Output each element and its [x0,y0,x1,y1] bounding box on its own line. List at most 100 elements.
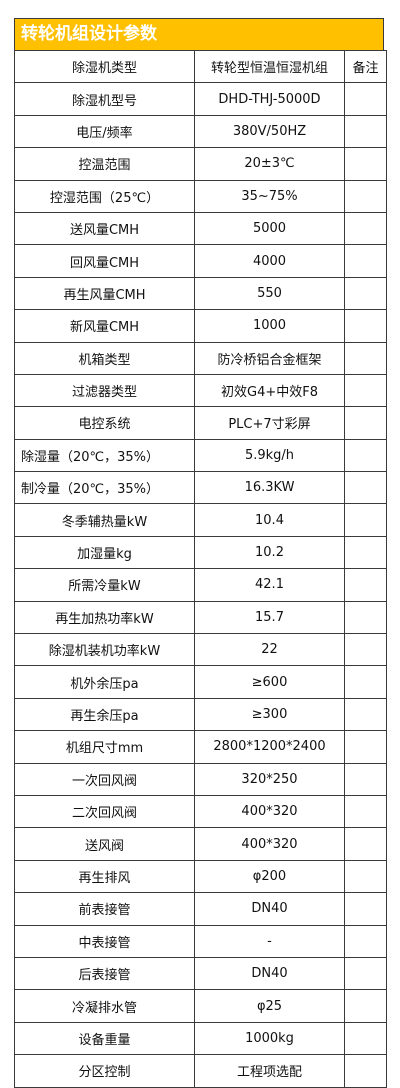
param-cell: 冬季辅热量kW [14,503,195,537]
param-cell: 过滤器类型 [14,373,195,408]
param-cell: 所需冷量kW [14,568,195,602]
param-cell: 回风量CMH [14,244,195,278]
table-row: 所需冷量kW 42.1 [14,568,387,602]
param-cell: 除湿机型号 [14,82,195,116]
param-cell: 前表接管 [14,892,195,926]
value-cell: 10.4 [194,503,345,537]
remark-cell [344,1021,387,1056]
table-row: 再生加热功率kW 15.7 [14,600,387,635]
value-cell: 4000 [194,244,345,278]
table-row: 机箱类型 防冷桥铝合金框架 [14,341,387,375]
param-cell: 送风量CMH [14,211,195,246]
param-cell: 除湿机装机功率kW [14,633,195,667]
param-cell: 一次回风阀 [14,762,195,796]
table-row: 机外余压pa ≥600 [14,665,387,699]
param-cell: 电控系统 [14,406,195,440]
remark-cell [344,535,387,570]
table-row: 新风量CMH 1000 [14,309,387,343]
value-cell: 15.7 [194,600,345,635]
param-cell: 电压/频率 [14,114,195,149]
remark-header: 备注 [344,49,387,84]
remark-cell [344,309,387,343]
remark-cell [344,373,387,408]
table-row: 中表接管 - [14,924,387,958]
param-cell: 控温范围 [14,147,195,181]
value-cell: 5000 [194,211,345,246]
remark-cell [344,956,387,991]
value-cell: 380V/50HZ [194,114,345,149]
value-cell: 10.2 [194,535,345,570]
remark-cell [344,438,387,473]
param-cell: 分区控制 [14,1054,195,1088]
table-row: 再生排风 φ200 [14,859,387,894]
value-cell: 20±3℃ [194,147,345,181]
table-row: 控温范围 20±3℃ [14,147,387,181]
remark-cell [344,697,387,732]
value-cell: 2800*1200*2400 [194,730,345,764]
value-cell: 400*320 [194,827,345,861]
value-cell: DHD-THJ-5000D [194,82,345,116]
value-cell: 防冷桥铝合金框架 [194,341,345,375]
value-cell: DN40 [194,892,345,926]
table-row: 电控系统 PLC+7寸彩屏 [14,406,387,440]
remark-cell [344,341,387,375]
table-row: 后表接管 DN40 [14,956,387,991]
param-cell: 除湿机类型 [14,49,195,84]
value-cell: 初效G4+中效F8 [194,373,345,408]
value-cell: PLC+7寸彩屏 [194,406,345,440]
value-cell: DN40 [194,956,345,991]
table-row: 加湿量kg 10.2 [14,535,387,570]
remark-cell [344,1054,387,1088]
param-cell: 后表接管 [14,956,195,991]
remark-cell [344,827,387,861]
param-cell: 冷凝排水管 [14,989,195,1023]
value-cell: 1000 [194,309,345,343]
value-cell: 550 [194,276,345,311]
table-row: 机组尺寸mm 2800*1200*2400 [14,730,387,764]
remark-cell [344,568,387,602]
remark-cell [344,762,387,796]
value-cell: 工程项选配 [194,1054,345,1088]
value-cell: φ25 [194,989,345,1023]
table-row: 电压/频率 380V/50HZ [14,114,387,149]
param-cell: 控湿范围（25℃） [14,179,195,213]
remark-cell [344,600,387,635]
table-row: 过滤器类型 初效G4+中效F8 [14,373,387,408]
table-row: 一次回风阀 320*250 [14,762,387,796]
value-cell: 5.9kg/h [194,438,345,473]
table-row: 除湿量（20℃，35%） 5.9kg/h [14,438,387,473]
value-cell: 320*250 [194,762,345,796]
table-row: 分区控制 工程项选配 [14,1054,387,1088]
param-cell: 中表接管 [14,924,195,958]
value-cell: 1000kg [194,1021,345,1056]
table-row: 二次回风阀 400*320 [14,794,387,829]
table-title: 转轮机组设计参数 [14,18,384,50]
param-cell: 机箱类型 [14,341,195,375]
param-cell: 新风量CMH [14,309,195,343]
remark-cell [344,244,387,278]
param-cell: 加湿量kg [14,535,195,570]
param-cell: 制冷量（20℃，35%） [14,471,195,505]
remark-cell [344,989,387,1023]
value-cell: 16.3KW [194,471,345,505]
header-row: 除湿机类型 转轮型恒温恒湿机组 备注 [14,49,387,84]
remark-cell [344,179,387,213]
remark-cell [344,924,387,958]
table-row: 再生风量CMH 550 [14,276,387,311]
table-row: 除湿机型号 DHD-THJ-5000D [14,82,387,116]
remark-cell [344,406,387,440]
value-cell: ≥600 [194,665,345,699]
remark-cell [344,276,387,311]
param-cell: 机组尺寸mm [14,730,195,764]
table-row: 冬季辅热量kW 10.4 [14,503,387,537]
table-row: 送风量CMH 5000 [14,211,387,246]
value-cell: 400*320 [194,794,345,829]
value-cell: 22 [194,633,345,667]
remark-cell [344,114,387,149]
spec-table-body: 除湿机类型 转轮型恒温恒湿机组 备注 除湿机型号 DHD-THJ-5000D 电压/… [14,49,387,1088]
table-row: 送风阀 400*320 [14,827,387,861]
table-row: 控湿范围（25℃） 35~75% [14,179,387,213]
value-cell: - [194,924,345,958]
table-row: 回风量CMH 4000 [14,244,387,278]
remark-cell [344,633,387,667]
